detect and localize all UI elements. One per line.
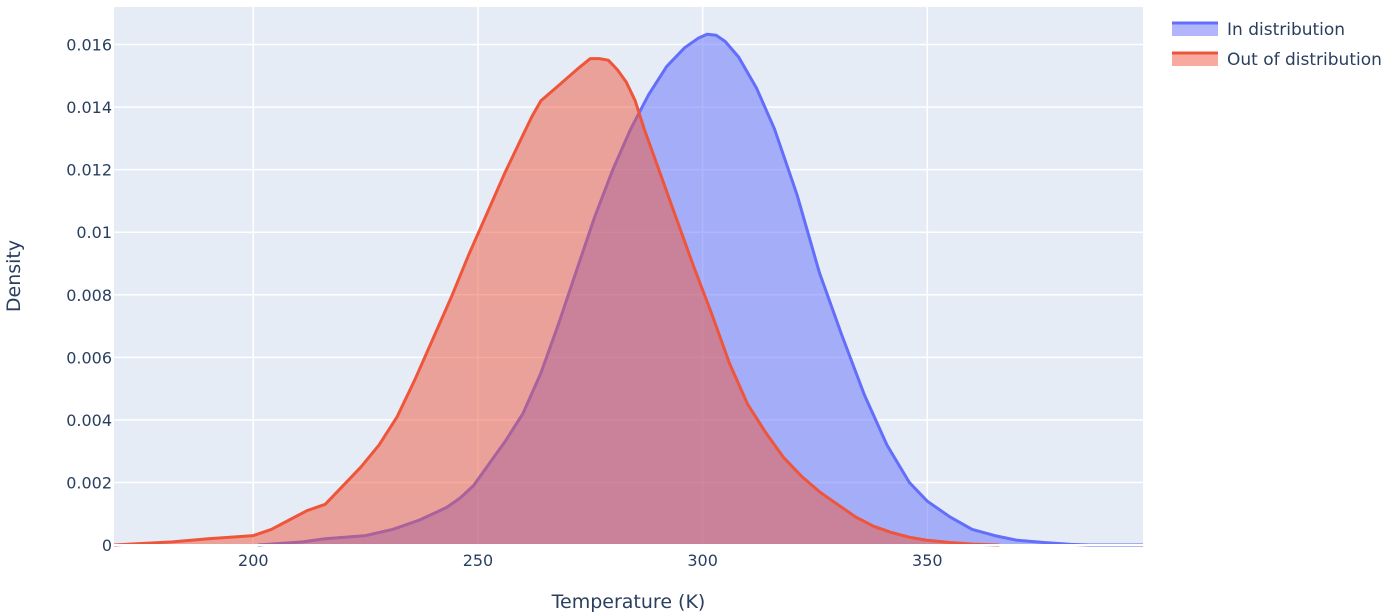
legend-swatch xyxy=(1172,22,1218,36)
legend-item-0[interactable]: In distribution xyxy=(1172,20,1345,40)
legend[interactable]: In distribution Out of distribution xyxy=(1172,20,1382,70)
y-tick-label: 0.01 xyxy=(76,223,112,242)
x-tick-label: 350 xyxy=(912,551,943,570)
series-layer xyxy=(113,32,1143,547)
x-axis-ticks: 200 250 300 350 xyxy=(238,551,943,570)
legend-label: In distribution xyxy=(1227,20,1345,40)
x-tick-label: 250 xyxy=(463,551,494,570)
y-axis-title: Density xyxy=(3,240,25,312)
y-axis-ticks: 0 0.002 0.004 0.006 0.008 0.01 0.012 0.014 0.016 xyxy=(66,36,112,555)
y-tick-label: 0.016 xyxy=(66,36,112,55)
series-area-1 xyxy=(114,58,1000,545)
y-tick-label: 0.012 xyxy=(66,161,112,180)
series-line-1 xyxy=(113,57,1000,547)
y-tick-label: 0.004 xyxy=(66,411,112,430)
x-axis-title: Temperature (K) xyxy=(551,591,706,613)
y-tick-label: 0.008 xyxy=(66,286,112,305)
x-tick-label: 300 xyxy=(687,551,718,570)
y-tick-label: 0 xyxy=(102,536,112,555)
y-tick-label: 0.006 xyxy=(66,348,112,367)
y-tick-label: 0.014 xyxy=(66,98,112,117)
x-tick-label: 200 xyxy=(238,551,269,570)
legend-item-1[interactable]: Out of distribution xyxy=(1172,50,1382,70)
legend-label: Out of distribution xyxy=(1227,50,1382,70)
y-tick-label: 0.002 xyxy=(66,473,112,492)
legend-swatch xyxy=(1172,52,1218,66)
